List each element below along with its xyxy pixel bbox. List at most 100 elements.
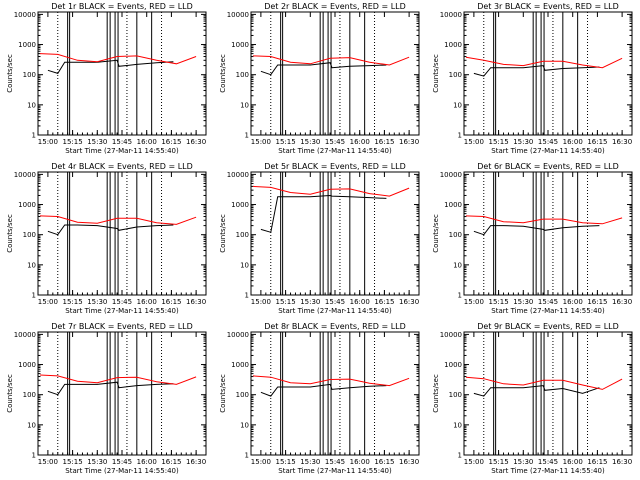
lld-series-line <box>465 215 623 225</box>
y-tick-label: 100 <box>236 71 249 79</box>
lld-series-line <box>252 375 410 387</box>
x-tick-label: 16:00 <box>563 298 583 306</box>
x-tick-label: 16:30 <box>186 138 206 146</box>
lld-series-line <box>465 376 623 390</box>
y-tick-label: 1000 <box>18 201 36 209</box>
y-tick-label: 1 <box>32 452 36 460</box>
x-tick-label: 15:45 <box>538 138 558 146</box>
y-tick-label: 1000 <box>18 361 36 369</box>
y-axis-label: Counts/sec <box>219 54 227 93</box>
chart-title: Det 9r BLACK = Events, RED = LLD <box>477 322 619 331</box>
y-tick-label: 10000 <box>440 171 462 179</box>
detector-panel: Det 8r BLACK = Events, RED = LLD 1 10 100 10… <box>219 322 420 475</box>
events-series-line <box>473 65 600 77</box>
events-series-line <box>260 194 387 233</box>
x-tick-label: 15:15 <box>62 458 82 466</box>
x-tick-label: 15:30 <box>87 458 107 466</box>
plot-frame <box>37 331 207 456</box>
x-tick-label: 15:45 <box>112 138 132 146</box>
detector-panel: Det 4r BLACK = Events, RED = LLD 1 10 100 10… <box>6 162 207 315</box>
detector-panel: Det 7r BLACK = Events, RED = LLD 1 10 100 10… <box>6 322 207 475</box>
y-tick-label: 10 <box>27 261 36 269</box>
y-tick-label: 1 <box>245 132 249 140</box>
lld-series-line <box>465 56 623 69</box>
chart-title: Det 2r BLACK = Events, RED = LLD <box>264 2 406 11</box>
y-tick-label: 10 <box>240 421 249 429</box>
y-tick-label: 100 <box>23 391 36 399</box>
y-tick-label: 10000 <box>14 11 36 19</box>
y-axis-label: Counts/sec <box>432 214 440 253</box>
events-series-line <box>47 224 174 236</box>
x-tick-label: 16:30 <box>399 458 419 466</box>
chart-title: Det 4r BLACK = Events, RED = LLD <box>51 162 193 171</box>
x-tick-label: 16:15 <box>374 298 394 306</box>
y-tick-label: 10000 <box>227 331 249 339</box>
y-tick-label: 1000 <box>444 41 462 49</box>
y-tick-label: 10000 <box>227 171 249 179</box>
y-tick-label: 1 <box>458 452 462 460</box>
y-tick-label: 10000 <box>440 11 462 19</box>
x-tick-label: 16:00 <box>350 298 370 306</box>
y-tick-label: 10000 <box>14 331 36 339</box>
y-tick-label: 100 <box>236 391 249 399</box>
x-tick-label: 16:00 <box>137 138 157 146</box>
detector-panel: Det 5r BLACK = Events, RED = LLD 1 10 100 10… <box>219 162 420 315</box>
y-axis-label: Counts/sec <box>219 374 227 413</box>
x-tick-label: 16:15 <box>161 458 181 466</box>
x-axis-label: Start Time (27-Mar-11 14:55:40) <box>65 467 179 475</box>
events-series-line <box>260 383 387 397</box>
plot-frame <box>463 171 633 296</box>
lld-series-line <box>252 185 410 197</box>
y-tick-label: 100 <box>23 231 36 239</box>
x-tick-label: 15:15 <box>62 138 82 146</box>
detector-panel: Det 6r BLACK = Events, RED = LLD 1 10 100 10… <box>432 162 633 315</box>
y-tick-label: 10000 <box>14 171 36 179</box>
x-tick-label: 15:45 <box>112 458 132 466</box>
x-tick-label: 15:00 <box>251 298 271 306</box>
x-tick-label: 15:30 <box>513 458 533 466</box>
plot-frame <box>463 11 633 136</box>
chart-title: Det 3r BLACK = Events, RED = LLD <box>477 2 619 11</box>
y-tick-label: 100 <box>236 231 249 239</box>
x-tick-label: 15:45 <box>538 458 558 466</box>
x-tick-label: 15:45 <box>538 298 558 306</box>
plot-frame <box>37 171 207 296</box>
x-tick-label: 15:00 <box>38 138 58 146</box>
y-tick-label: 100 <box>449 391 462 399</box>
y-tick-label: 10 <box>240 101 249 109</box>
x-axis-label: Start Time (27-Mar-11 14:55:40) <box>278 467 392 475</box>
y-tick-label: 10000 <box>440 331 462 339</box>
y-tick-label: 10 <box>27 421 36 429</box>
x-tick-label: 15:15 <box>275 138 295 146</box>
events-series-line <box>260 62 387 76</box>
x-tick-label: 15:30 <box>87 298 107 306</box>
x-tick-label: 15:00 <box>464 458 484 466</box>
x-axis-label: Start Time (27-Mar-11 14:55:40) <box>278 147 392 155</box>
detector-panel: Det 3r BLACK = Events, RED = LLD 1 10 100 10… <box>432 2 633 155</box>
y-tick-label: 1000 <box>18 41 36 49</box>
y-axis-label: Counts/sec <box>6 374 14 413</box>
events-series-line <box>47 59 174 74</box>
plot-frame <box>37 11 207 136</box>
x-axis-label: Start Time (27-Mar-11 14:55:40) <box>278 307 392 315</box>
y-tick-label: 1000 <box>231 361 249 369</box>
y-tick-label: 1000 <box>231 201 249 209</box>
detector-panel: Det 2r BLACK = Events, RED = LLD 1 10 100 10… <box>219 2 420 155</box>
x-axis-label: Start Time (27-Mar-11 14:55:40) <box>65 147 179 155</box>
y-tick-label: 10000 <box>227 11 249 19</box>
x-tick-label: 16:15 <box>587 138 607 146</box>
lld-series-line <box>39 215 197 225</box>
y-tick-label: 10 <box>27 101 36 109</box>
x-tick-label: 16:00 <box>137 298 157 306</box>
x-tick-label: 15:15 <box>275 458 295 466</box>
y-tick-label: 1 <box>458 132 462 140</box>
y-tick-label: 100 <box>449 71 462 79</box>
x-tick-label: 16:15 <box>161 138 181 146</box>
detector-panel: Det 1r BLACK = Events, RED = LLD 1 10 100 10… <box>6 2 207 155</box>
y-tick-label: 10 <box>240 261 249 269</box>
chart-title: Det 6r BLACK = Events, RED = LLD <box>477 162 619 171</box>
events-series-line <box>473 225 600 236</box>
x-tick-label: 16:15 <box>161 298 181 306</box>
x-tick-label: 16:30 <box>399 298 419 306</box>
y-tick-label: 10 <box>453 421 462 429</box>
